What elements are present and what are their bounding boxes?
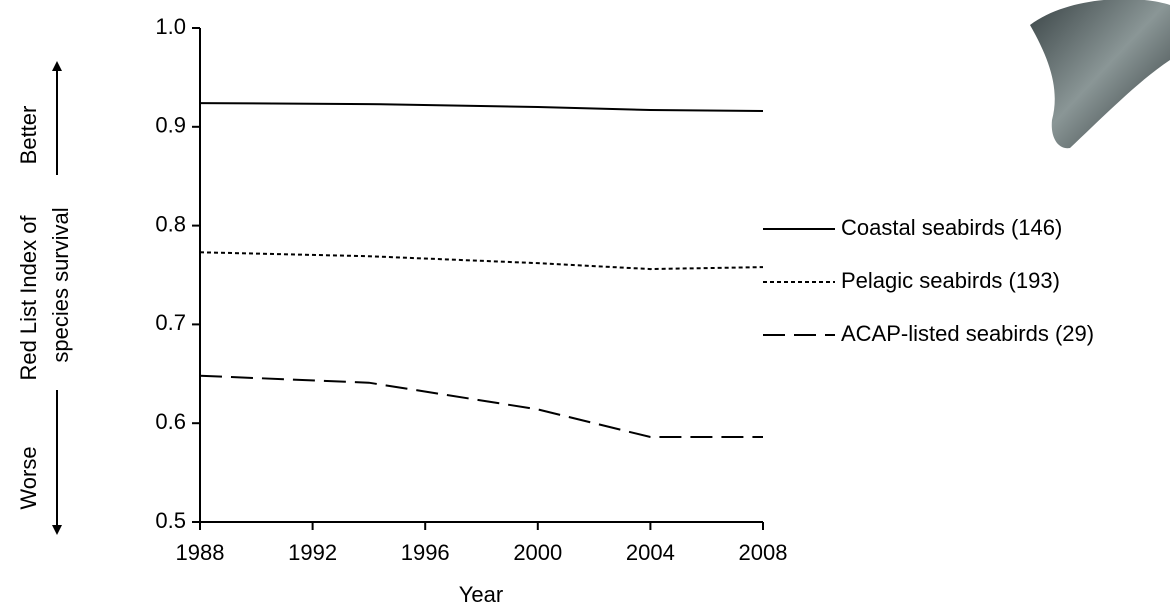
series-line [199,102,764,112]
worse-label: Worse [16,446,41,509]
legend-label: Coastal seabirds (146) [841,215,1062,240]
x-tick-label: 2008 [739,540,788,565]
x-tick-label: 1992 [288,540,337,565]
x-tick-label: 2000 [513,540,562,565]
y-tick-label: 0.8 [155,211,186,236]
y-tick-label: 0.9 [155,113,186,138]
y-tick-label: 1.0 [155,14,186,39]
series-line [199,251,764,271]
series-line [199,374,763,439]
y-tick-label: 0.6 [155,409,186,434]
x-tick-label: 1988 [176,540,225,565]
x-tick-label: 2004 [626,540,675,565]
bird-image [1030,0,1170,149]
better-label: Better [16,106,41,165]
y-tick-label: 0.5 [155,508,186,533]
y-axis-label: species survival [48,207,73,362]
legend-label: ACAP-listed seabirds (29) [841,321,1094,346]
y-axis-label: Red List Index of [16,215,41,381]
x-axis-label: Year [459,582,503,607]
x-tick-label: 1996 [401,540,450,565]
y-tick-label: 0.7 [155,310,186,335]
legend-label: Pelagic seabirds (193) [841,268,1060,293]
